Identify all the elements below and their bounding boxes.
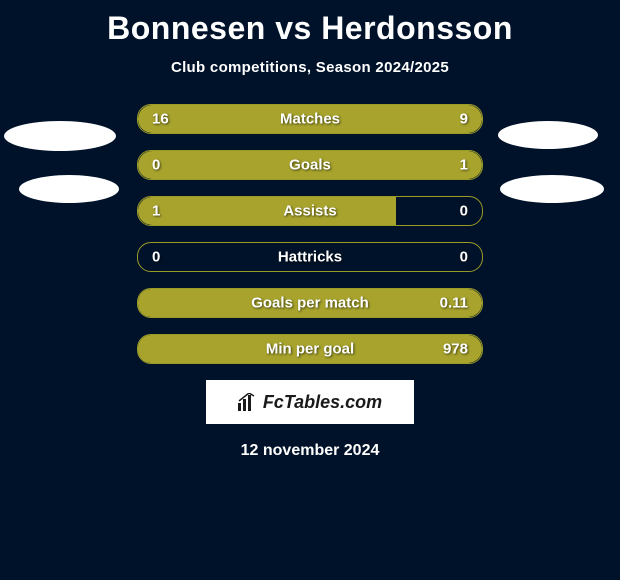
stat-row: 16 Matches 9: [137, 104, 483, 134]
stat-value-left: 16: [152, 111, 169, 128]
player-left-ellipse-1: [4, 121, 116, 151]
stat-label: Goals per match: [251, 295, 369, 312]
stat-value-left: 1: [152, 203, 160, 220]
stat-row: Min per goal 978: [137, 334, 483, 364]
stat-label: Hattricks: [278, 249, 342, 266]
bars-container: 16 Matches 9 0 Goals 1 1 Assists 0 0 Hat…: [137, 104, 483, 364]
chart-icon: [238, 393, 258, 411]
stat-value-left: 0: [152, 249, 160, 266]
stat-label: Goals: [289, 157, 331, 174]
player-right-ellipse-2: [500, 175, 604, 203]
stat-label: Assists: [283, 203, 336, 220]
stat-value-right: 978: [443, 341, 468, 358]
stat-row: 1 Assists 0: [137, 196, 483, 226]
stat-value-right: 0: [460, 203, 468, 220]
page-title: Bonnesen vs Herdonsson: [0, 0, 620, 47]
subtitle: Club competitions, Season 2024/2025: [0, 59, 620, 76]
player-right-ellipse-1: [498, 121, 598, 149]
stat-row: 0 Goals 1: [137, 150, 483, 180]
stat-value-right: 0: [460, 249, 468, 266]
stat-label: Matches: [280, 111, 340, 128]
bar-fill-left: [138, 197, 396, 225]
stat-label: Min per goal: [266, 341, 354, 358]
stat-value-right: 0.11: [440, 295, 468, 312]
stat-value-right: 1: [460, 157, 468, 174]
stat-value-right: 9: [460, 111, 468, 128]
bar-fill-left: [138, 151, 200, 179]
comparison-chart: 16 Matches 9 0 Goals 1 1 Assists 0 0 Hat…: [0, 104, 620, 364]
stat-row: Goals per match 0.11: [137, 288, 483, 318]
watermark-badge: FcTables.com: [206, 380, 414, 424]
date-label: 12 november 2024: [0, 442, 620, 460]
bar-fill-right: [200, 151, 482, 179]
player-left-ellipse-2: [19, 175, 119, 203]
watermark-text: FcTables.com: [263, 392, 382, 413]
stat-value-left: 0: [152, 157, 160, 174]
stat-row: 0 Hattricks 0: [137, 242, 483, 272]
